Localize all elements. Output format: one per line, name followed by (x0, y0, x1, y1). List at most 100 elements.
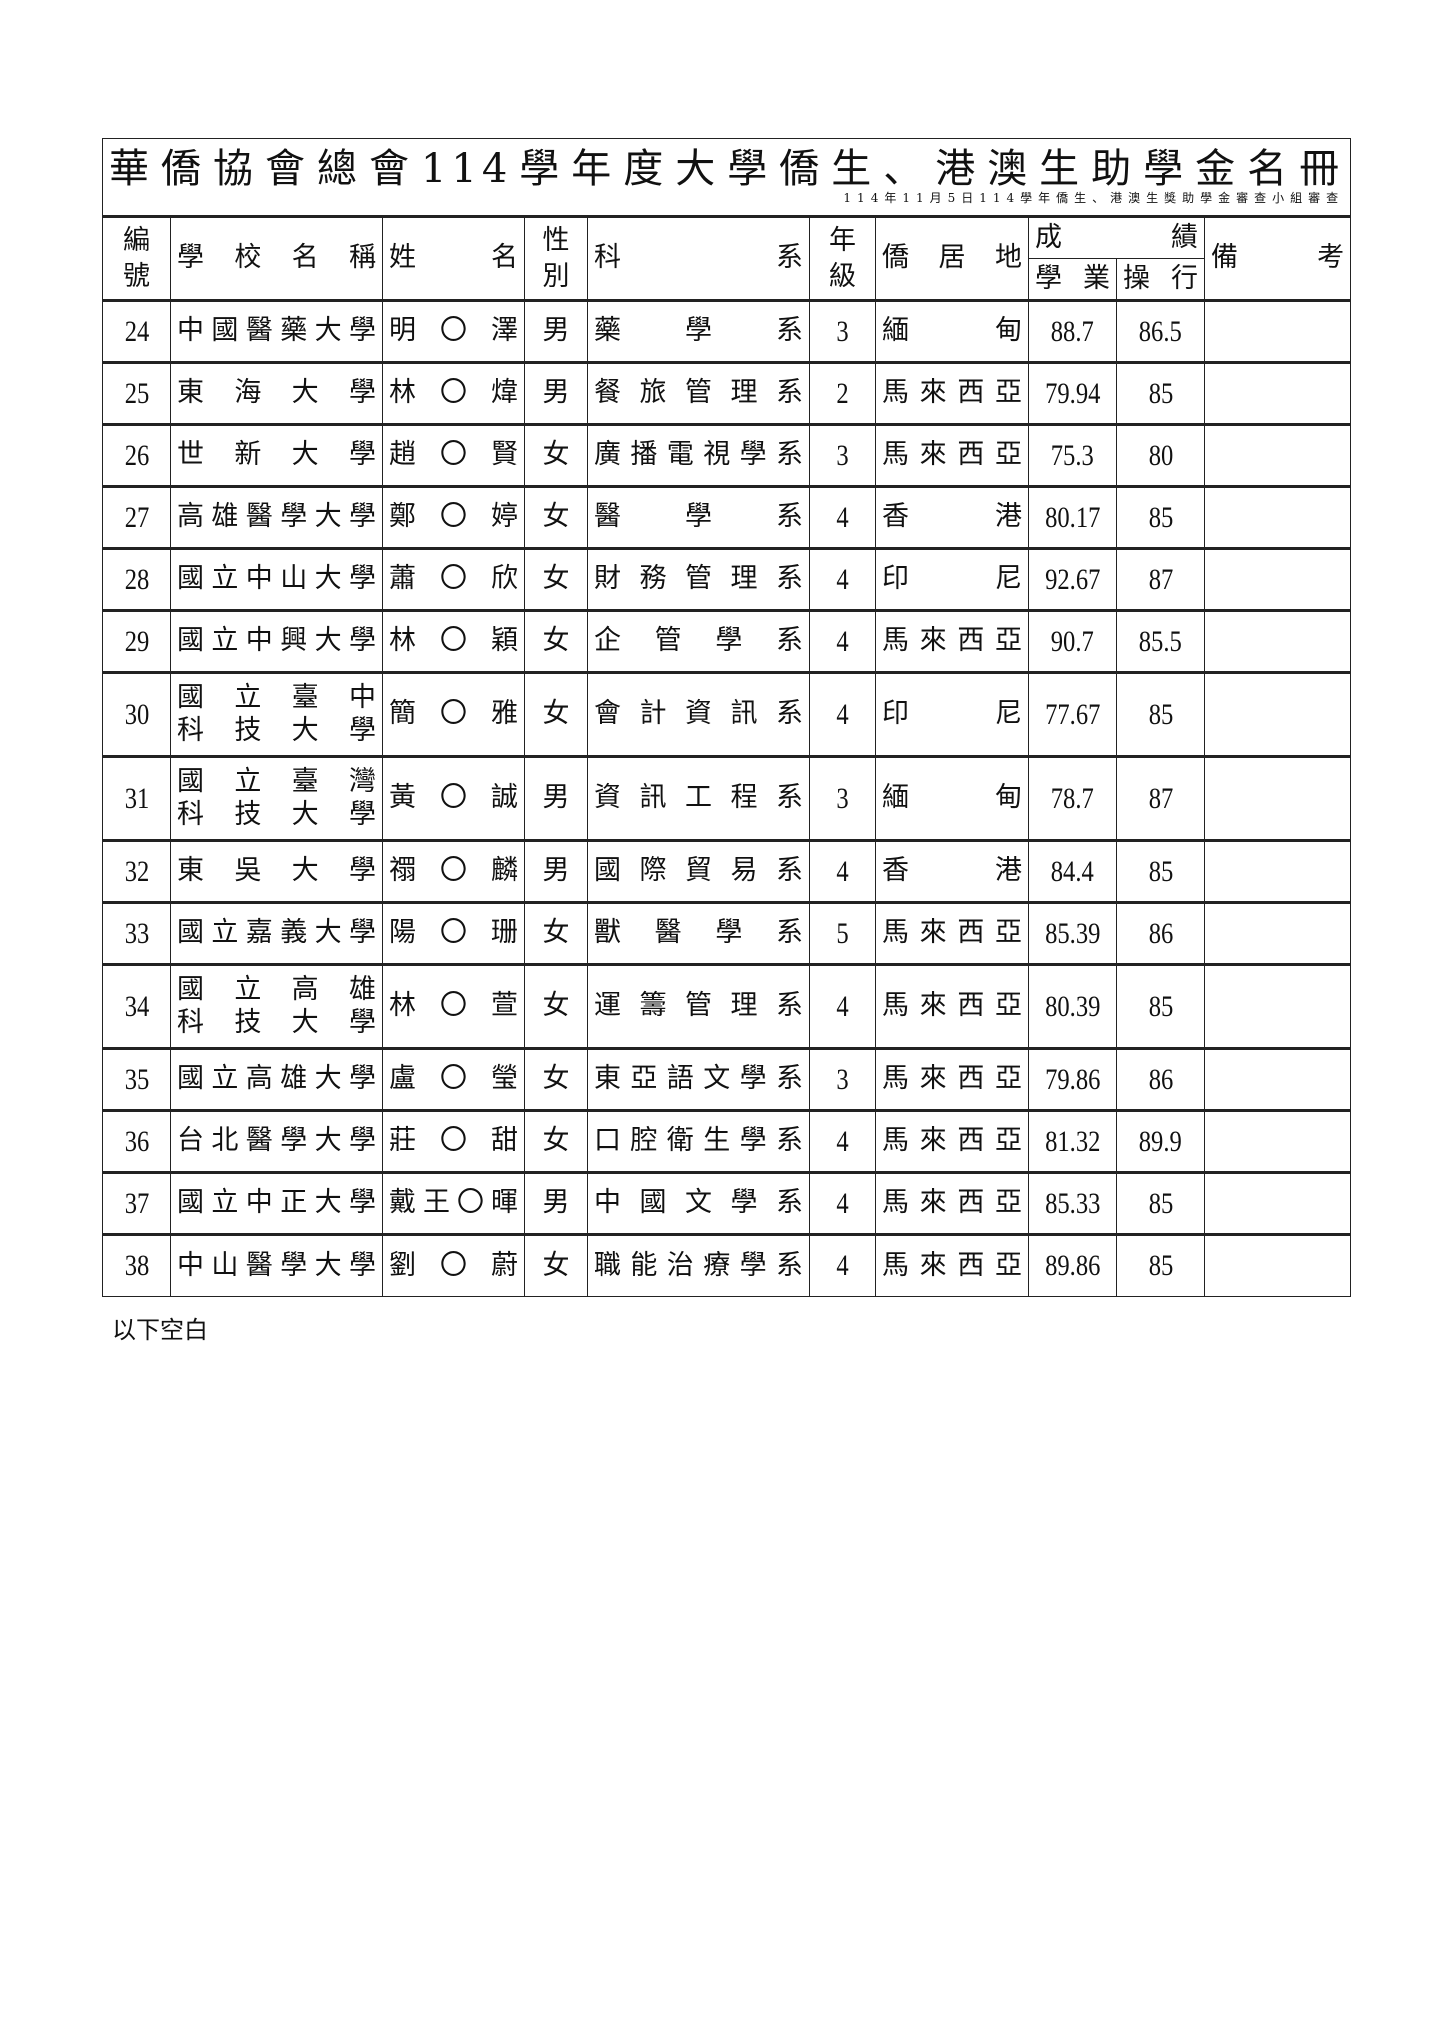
header-gender: 性別 (524, 216, 588, 301)
cell-remarks (1203, 755, 1352, 841)
cell-school: 東吳大學 (170, 839, 383, 903)
cell-year-value: 4 (836, 854, 849, 888)
cell-year: 4 (809, 1171, 876, 1235)
header-year-line: 級 (829, 260, 856, 292)
table-row: 38 中山醫學大學 劉〇蔚女職能治療學系 4 馬來西亞 89.86 85 (102, 1233, 1352, 1297)
cell-academic: 80.17 (1028, 485, 1117, 549)
table-row: 27 高雄醫學大學 鄭〇婷女醫學系 4 香港 80.17 85 (102, 485, 1352, 549)
cell-dept: 廣播電視學系 (587, 423, 810, 487)
cell-dept: 資訊工程系 (587, 755, 810, 841)
cell-residence: 馬來西亞 (875, 1109, 1029, 1173)
cell-academic: 75.3 (1028, 423, 1117, 487)
cell-conduct: 80 (1116, 423, 1205, 487)
cell-residence: 香港 (875, 839, 1029, 903)
cell-name: 趙〇賢 (382, 423, 525, 487)
table-row: 36 台北醫學大學 莊〇甜女口腔衛生學系 4 馬來西亞 81.32 89.9 (102, 1109, 1352, 1173)
cell-year: 2 (809, 361, 876, 425)
header-year: 年級 (809, 216, 876, 301)
cell-year: 3 (809, 755, 876, 841)
cell-no: 38 (102, 1233, 171, 1297)
school-line: 中山醫學大學 (177, 1249, 376, 1281)
school-line: 科技大學 (177, 1006, 376, 1038)
cell-dept: 財務管理系 (587, 547, 810, 611)
cell-academic-value: 85.39 (1044, 916, 1101, 950)
cell-conduct-value: 86 (1148, 1062, 1173, 1096)
cell-no: 24 (102, 299, 171, 363)
school-line: 高雄醫學大學 (177, 501, 376, 533)
cell-no-value: 38 (124, 1249, 149, 1282)
cell-dept: 東亞語文學系 (587, 1047, 810, 1111)
cell-year-value: 3 (836, 314, 849, 348)
cell-name: 蕭〇欣 (382, 547, 525, 611)
cell-school: 中國醫藥大學 (170, 299, 383, 363)
cell-remarks (1203, 1047, 1352, 1111)
cell-conduct: 86 (1116, 901, 1205, 965)
cell-residence: 香港 (875, 485, 1029, 549)
scholarship-roster-table: 華僑協會總會114學年度大學僑生、港澳生助學金名冊 114年11月5日114學年… (101, 138, 1352, 1297)
cell-residence: 馬來西亞 (875, 361, 1029, 425)
cell-remarks (1203, 547, 1352, 611)
cell-school: 國立中興大學 (170, 609, 383, 673)
cell-no-value: 32 (124, 854, 149, 888)
table-row: 26 世新大學 趙〇賢女廣播電視學系 3 馬來西亞 75.3 80 (102, 423, 1352, 487)
cell-no-value: 37 (124, 1186, 149, 1220)
cell-name: 盧〇瑩 (382, 1047, 525, 1111)
cell-school: 中山醫學大學 (170, 1233, 383, 1297)
header-school: 學校名稱 (170, 216, 383, 301)
header-grades: 成績 (1028, 216, 1205, 259)
cell-conduct-value: 85 (1148, 989, 1173, 1023)
cell-academic: 92.67 (1028, 547, 1117, 611)
cell-no-value: 24 (124, 314, 149, 348)
cell-school: 台北醫學大學 (170, 1109, 383, 1173)
cell-conduct-value: 85 (1148, 1249, 1173, 1282)
cell-year-value: 5 (836, 916, 849, 950)
cell-gender: 女 (524, 1047, 588, 1111)
cell-academic-value: 79.86 (1044, 1062, 1101, 1096)
table-row: 35 國立高雄大學 盧〇瑩女東亞語文學系 3 馬來西亞 79.86 86 (102, 1047, 1352, 1111)
header-year-line: 年 (829, 225, 856, 257)
school-line: 世新大學 (177, 439, 376, 471)
cell-school: 國立臺中 科技大學 (170, 671, 383, 757)
cell-no: 37 (102, 1171, 171, 1235)
cell-no: 25 (102, 361, 171, 425)
header-residence: 僑居地 (875, 216, 1029, 301)
cell-remarks (1203, 901, 1352, 965)
cell-school: 國立嘉義大學 (170, 901, 383, 965)
cell-academic-value: 90.7 (1050, 624, 1095, 658)
cell-gender: 女 (524, 1109, 588, 1173)
school-line: 國立高雄 (177, 974, 376, 1006)
cell-year: 4 (809, 839, 876, 903)
cell-no: 29 (102, 609, 171, 673)
cell-remarks (1203, 1109, 1352, 1173)
cell-academic: 81.32 (1028, 1109, 1117, 1173)
cell-dept: 職能治療學系 (587, 1233, 810, 1297)
table-row: 32 東吳大學 禤〇麟男國際貿易系 4 香港 84.4 85 (102, 839, 1352, 903)
cell-academic: 88.7 (1028, 299, 1117, 363)
cell-gender: 女 (524, 901, 588, 965)
cell-academic: 89.86 (1028, 1233, 1117, 1297)
cell-year-value: 2 (836, 376, 849, 410)
cell-conduct: 85 (1116, 1171, 1205, 1235)
cell-conduct: 85 (1116, 485, 1205, 549)
review-note: 114年11月5日114學年僑生、港澳生獎助學金審查小組審查 (843, 191, 1345, 205)
cell-conduct: 85 (1116, 671, 1205, 757)
cell-conduct-value: 85 (1148, 500, 1173, 534)
school-line: 科技大學 (177, 798, 376, 830)
cell-conduct-value: 80 (1148, 438, 1173, 472)
cell-remarks (1203, 1171, 1352, 1235)
cell-conduct-value: 85 (1148, 697, 1173, 731)
cell-residence: 印尼 (875, 547, 1029, 611)
cell-no-value: 28 (124, 562, 149, 596)
cell-academic-value: 80.39 (1044, 989, 1101, 1023)
school-line: 國立中興大學 (177, 625, 376, 657)
cell-academic-value: 78.7 (1050, 781, 1095, 815)
cell-residence: 馬來西亞 (875, 423, 1029, 487)
cell-school: 國立高雄 科技大學 (170, 963, 383, 1049)
cell-academic-value: 88.7 (1050, 314, 1095, 348)
cell-no: 32 (102, 839, 171, 903)
cell-year: 4 (809, 485, 876, 549)
school-line: 台北醫學大學 (177, 1125, 376, 1157)
school-line: 國立中正大學 (177, 1187, 376, 1219)
cell-residence: 馬來西亞 (875, 1171, 1029, 1235)
cell-conduct: 85 (1116, 361, 1205, 425)
